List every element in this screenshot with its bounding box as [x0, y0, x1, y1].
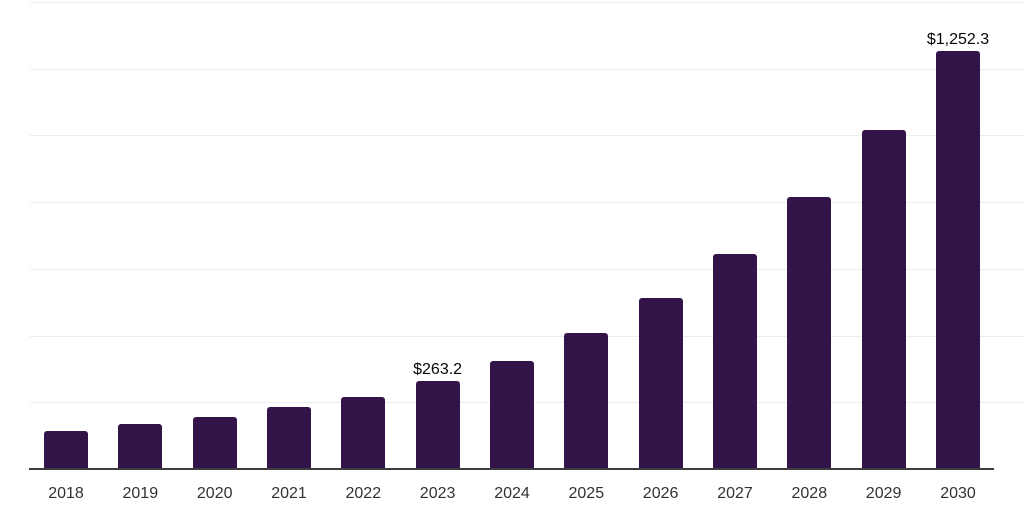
x-tick-2030: 2030 [940, 485, 976, 502]
bar-2029 [861, 129, 906, 469]
bar-2027 [713, 253, 757, 469]
bar-2019 [118, 424, 163, 469]
gridline-600 [30, 268, 1024, 270]
bar-2018 [44, 431, 88, 469]
x-tick-2018: 2018 [48, 485, 84, 502]
x-tick-2029: 2029 [865, 485, 902, 502]
bar-2028 [787, 196, 832, 469]
x-tick-2020: 2020 [196, 485, 233, 502]
x-tick-2024: 2024 [494, 485, 530, 502]
x-tick-2026: 2026 [642, 485, 679, 502]
x-tick-2023: 2023 [419, 485, 456, 502]
x-tick-2028: 2028 [791, 485, 828, 502]
gridline-800 [30, 202, 1024, 204]
bar-2026 [638, 297, 683, 469]
x-tick-2025: 2025 [568, 485, 605, 502]
value-label-2030: $1,252.3 [926, 31, 990, 49]
bar-2030 [936, 51, 980, 469]
bar-2025 [564, 333, 609, 469]
x-tick-2019: 2019 [122, 485, 159, 502]
bar-2021 [267, 407, 311, 469]
bar-2024 [490, 361, 534, 469]
gridline-1000 [30, 135, 1024, 137]
x-tick-2021: 2021 [271, 485, 307, 502]
gridline-400 [30, 335, 1024, 337]
gridline-1400 [30, 2, 1024, 3]
bar-2022 [341, 397, 386, 469]
x-tick-2022: 2022 [345, 485, 382, 502]
x-tick-2027: 2027 [717, 485, 753, 502]
bar-2023 [415, 381, 460, 469]
gridline-1200 [30, 68, 1024, 70]
x-axis-line [29, 468, 994, 470]
bar-2020 [192, 417, 237, 469]
value-label-2023: $263.2 [413, 361, 463, 379]
